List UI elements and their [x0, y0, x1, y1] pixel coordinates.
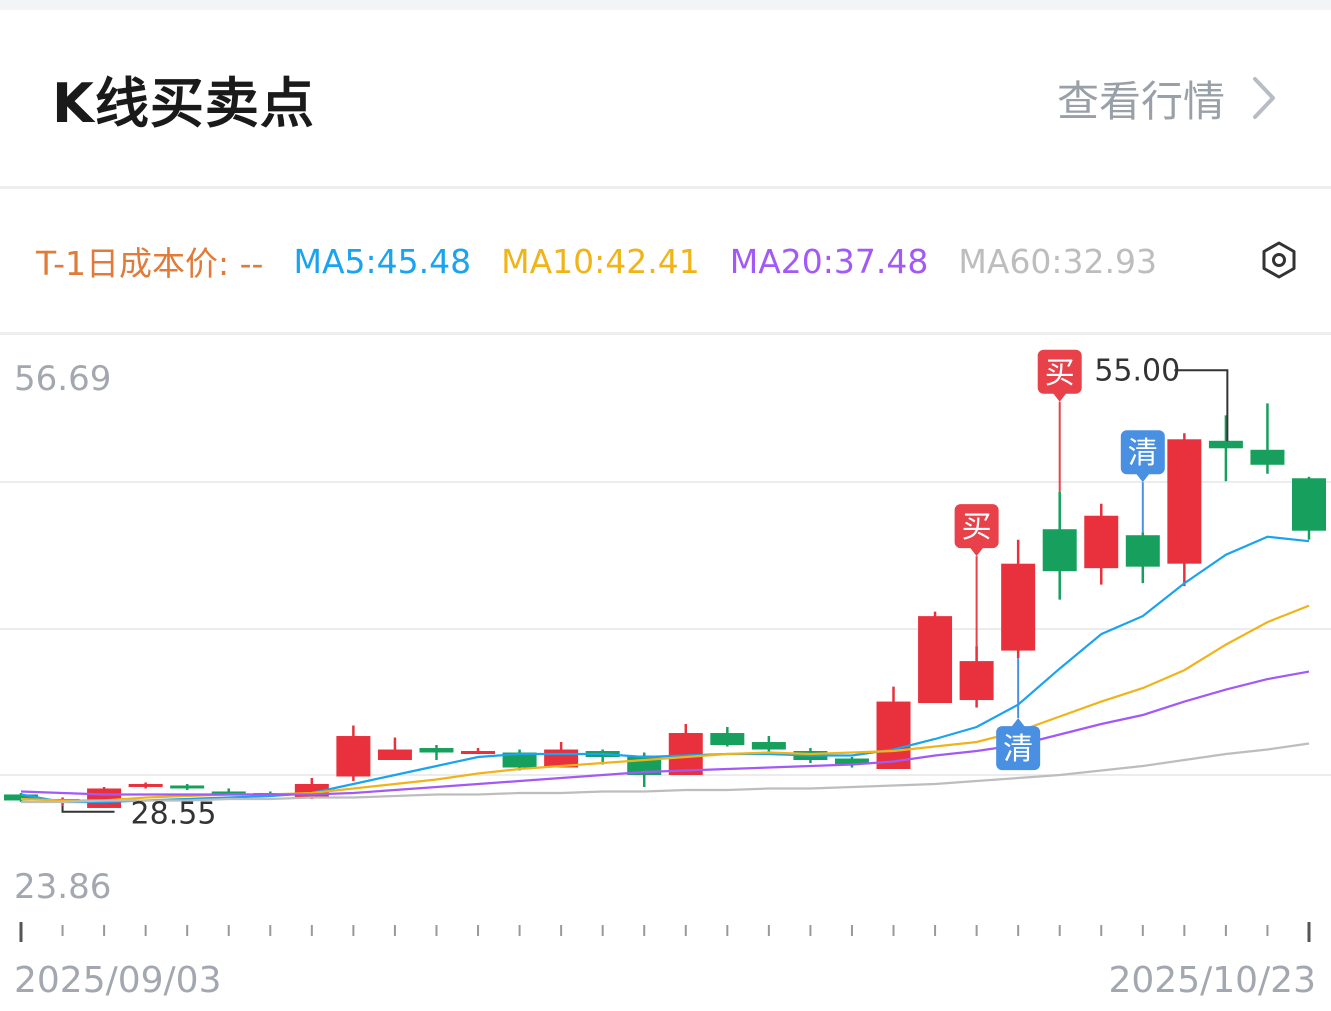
signal-label: 买 — [1045, 356, 1075, 391]
candle-body — [87, 788, 122, 808]
candle-body — [419, 748, 454, 753]
max-marker-label: 55.00 — [1094, 353, 1180, 388]
cost-price-label: T-1日成本价: -- — [36, 244, 264, 283]
candle-body — [1250, 449, 1285, 465]
candle-body — [710, 733, 745, 746]
y-label-min: 23.86 — [14, 867, 111, 907]
y-label-max: 56.69 — [14, 359, 111, 399]
sell-signal: 清 — [996, 658, 1041, 771]
signal-label: 买 — [962, 510, 992, 545]
candle-body — [1084, 515, 1119, 569]
signal-badge — [954, 504, 999, 549]
candle-body — [377, 749, 412, 761]
candle-body — [1292, 478, 1326, 531]
ma-legend: T-1日成本价: -- MA5:45.48 MA10:42.41 MA20:37… — [0, 190, 1331, 332]
top-strip — [0, 0, 1331, 10]
settings-icon[interactable] — [1259, 240, 1299, 280]
candle-body — [461, 751, 496, 755]
candle-body — [211, 791, 246, 795]
candle-body — [4, 794, 38, 801]
candle-body — [918, 616, 953, 704]
min-marker-label: 28.55 — [131, 797, 217, 832]
header: K线买卖点 查看行情 — [0, 10, 1331, 186]
signal-pointer — [1052, 392, 1067, 402]
buy-signal: 买 — [954, 504, 999, 647]
signal-label: 清 — [1003, 732, 1033, 767]
x-label-start: 2025/09/03 — [14, 960, 222, 1001]
candle-body — [128, 783, 163, 787]
buy-signal: 买 — [1037, 349, 1082, 492]
ma5-label: MA5:45.48 — [293, 241, 472, 281]
ma10-label: MA10:42.41 — [501, 241, 700, 281]
sell-signal: 清 — [1120, 430, 1165, 533]
chevron-right-icon — [1253, 77, 1275, 119]
ma5-line — [20, 535, 1310, 804]
signal-badge — [1120, 430, 1165, 475]
candle-body — [834, 758, 869, 765]
signal-label: 清 — [1128, 436, 1158, 471]
page-title: K线买卖点 — [52, 71, 315, 135]
signal-pointer — [969, 547, 984, 557]
min-marker-line — [61, 805, 115, 813]
candle-body — [1208, 440, 1243, 449]
candle-body — [1125, 535, 1160, 567]
kline-chart: 56.69 23.86 28.55 55.00 买清买清 2025/09/03 2025/1… — [0, 336, 1331, 1011]
candle-body — [959, 661, 994, 701]
view-quote-link[interactable]: 查看行情 — [1057, 68, 1279, 129]
candle-body — [170, 785, 205, 789]
x-label-end: 2025/10/23 — [1109, 960, 1317, 1001]
signal-badge — [1037, 349, 1082, 394]
candle-body — [751, 742, 786, 750]
candle-body — [876, 701, 911, 769]
ma20-label: MA20:37.48 — [729, 241, 929, 281]
max-marker-line — [1174, 369, 1229, 442]
signal-badge — [996, 726, 1041, 771]
view-quote-label: 查看行情 — [1056, 76, 1225, 126]
signal-pointer — [1011, 718, 1026, 728]
signal-pointer — [1135, 473, 1150, 483]
candle-body — [1001, 563, 1036, 651]
ma60-label: MA60:32.93 — [958, 241, 1158, 281]
candle-body — [336, 736, 371, 777]
candle-body — [502, 752, 537, 768]
candle-body — [1167, 439, 1202, 564]
legend-divider — [0, 332, 1331, 335]
ma60-line — [21, 742, 1310, 804]
header-divider — [0, 186, 1331, 189]
candle-body — [1042, 529, 1077, 572]
ma20-line — [20, 670, 1310, 796]
